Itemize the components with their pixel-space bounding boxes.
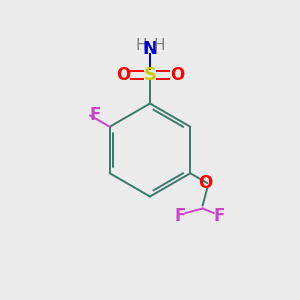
Text: O: O (116, 66, 130, 84)
Text: F: F (214, 207, 225, 225)
Text: F: F (175, 207, 186, 225)
Text: F: F (90, 106, 101, 124)
Text: O: O (199, 174, 213, 192)
Text: H: H (135, 38, 147, 53)
Text: S: S (143, 66, 157, 84)
Text: N: N (142, 40, 158, 58)
Text: H: H (153, 38, 165, 53)
Text: O: O (170, 66, 184, 84)
